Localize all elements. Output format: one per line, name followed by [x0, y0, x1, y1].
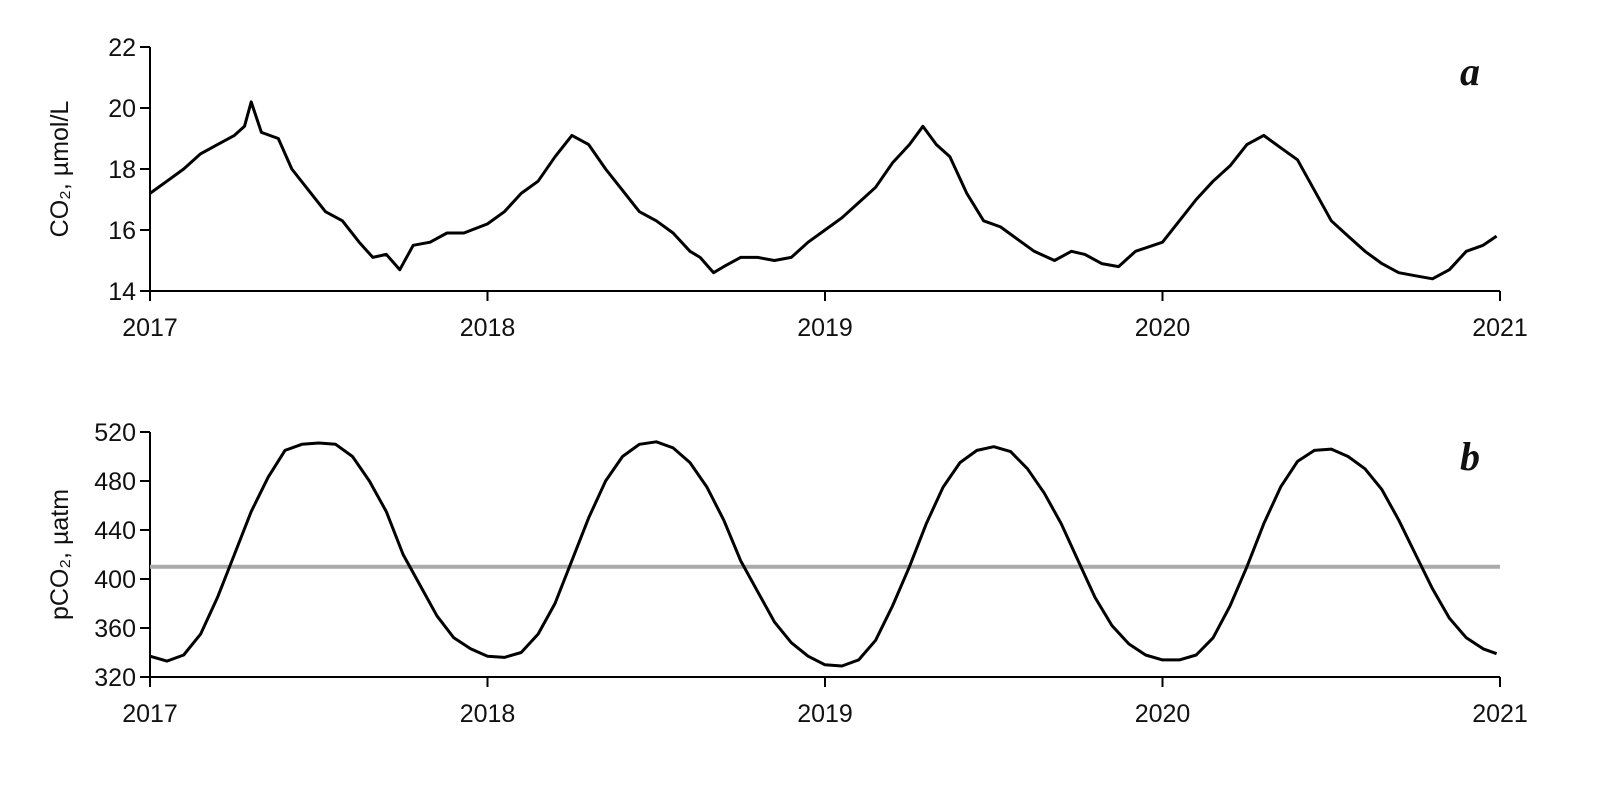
y-tick-label: 480 — [94, 468, 136, 496]
x-tick-label: 2019 — [797, 314, 853, 342]
panel-label: b — [1460, 434, 1480, 479]
x-tick-label: 2020 — [1135, 700, 1191, 728]
y-tick-label: 20 — [108, 95, 136, 123]
y-axis-label: pCO₂, µatm — [46, 489, 74, 620]
y-tick-label: 22 — [108, 34, 136, 62]
x-tick-label: 2019 — [797, 700, 853, 728]
x-tick-label: 2017 — [122, 700, 178, 728]
panel-label: a — [1460, 49, 1480, 94]
y-tick-label: 16 — [108, 217, 136, 245]
y-tick-label: 520 — [94, 419, 136, 447]
x-tick-label: 2021 — [1472, 700, 1528, 728]
y-tick-label: 18 — [108, 156, 136, 184]
y-tick-label: 14 — [108, 278, 136, 306]
x-tick-label: 2018 — [460, 314, 516, 342]
x-tick-label: 2021 — [1472, 314, 1528, 342]
x-tick-label: 2017 — [122, 314, 178, 342]
y-tick-label: 400 — [94, 566, 136, 594]
y-tick-label: 440 — [94, 517, 136, 545]
data-line — [149, 440, 1498, 668]
y-tick-label: 360 — [94, 615, 136, 643]
data-line — [149, 100, 1498, 281]
y-tick-label: 320 — [94, 664, 136, 692]
x-tick-label: 2020 — [1135, 314, 1191, 342]
y-axis-label: CO₂, µmol/L — [46, 101, 74, 238]
x-tick-label: 2018 — [460, 700, 516, 728]
